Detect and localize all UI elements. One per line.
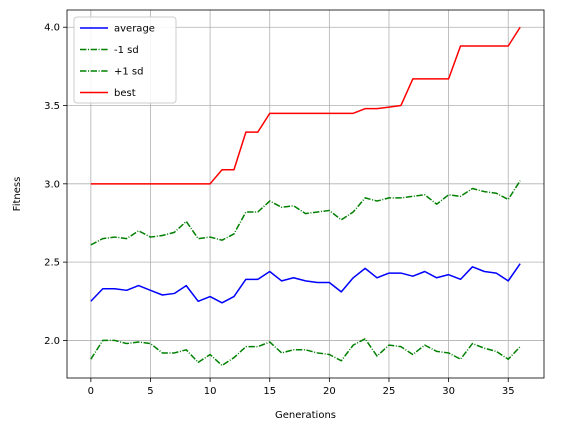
y-tick-label: 3.5 (44, 101, 60, 112)
x-tick-label: 15 (263, 386, 276, 397)
x-tick-label: 20 (323, 386, 336, 397)
x-axis-label: Generations (275, 410, 336, 421)
y-tick-label: 3.0 (44, 179, 60, 190)
y-tick-label: 2.5 (44, 258, 60, 269)
x-tick-label: 0 (88, 386, 94, 397)
y-tick-label: 2.0 (44, 336, 60, 347)
y-axis-ticks: 2.0 2.5 3.0 3.5 4.0 (44, 23, 67, 347)
plot-frame (66, 9, 545, 379)
legend-box (73, 16, 177, 104)
legend-label: -1 sd (114, 45, 139, 56)
x-tick-label: 35 (502, 386, 515, 397)
legend-label: +1 sd (114, 67, 143, 78)
y-axis-label: Fitness (12, 177, 23, 212)
legend-label: average (114, 24, 155, 35)
x-tick-label: 10 (204, 386, 217, 397)
legend: average -1 sd +1 sd best (73, 16, 177, 104)
legend-label: best (114, 88, 136, 99)
x-tick-label: 30 (442, 386, 455, 397)
series-line-best (90, 26, 521, 185)
y-tick-label: 4.0 (44, 23, 60, 34)
x-axis-ticks: 0 5 10 15 20 25 30 35 (88, 378, 515, 397)
x-tick-label: 5 (147, 386, 153, 397)
series-line-minus-1-sd (90, 338, 521, 367)
series-lines (90, 26, 521, 367)
series-line-plus-1-sd (90, 180, 521, 246)
series-line-average (90, 263, 521, 304)
x-tick-label: 25 (383, 386, 396, 397)
